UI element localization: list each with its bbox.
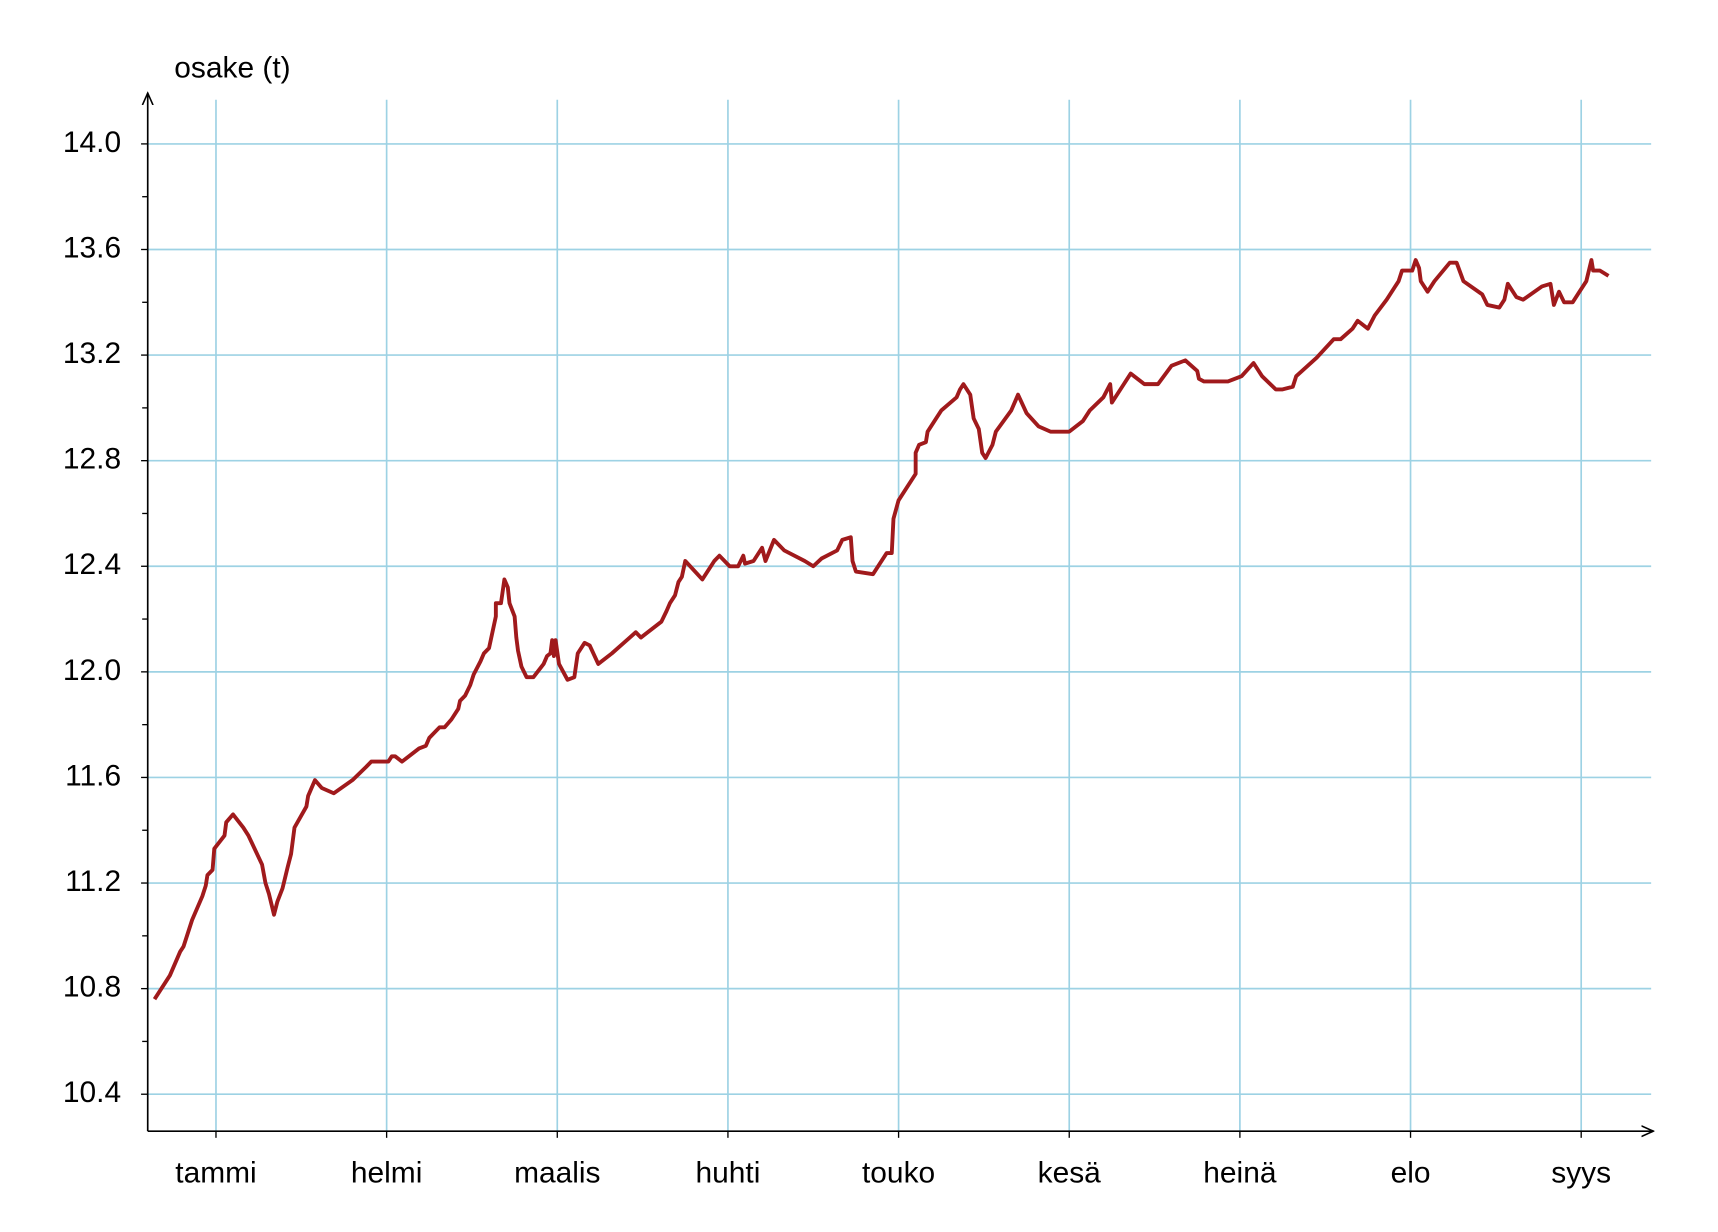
y-tick-label: 11.2 [65,865,121,898]
y-tick-label: 12.0 [63,654,121,687]
x-tick-label: helmi [351,1156,422,1189]
line [152,258,1610,1001]
x-tick-label: heinä [1203,1156,1277,1189]
plot [152,258,1610,1001]
x-tick-label: huhti [696,1156,761,1189]
x-tick-label: elo [1391,1156,1431,1189]
x-tick-label: tammi [175,1156,256,1189]
y-tick-label: 12.8 [63,443,121,476]
x-tick-label: kesä [1038,1156,1102,1189]
y-tick-label: 13.2 [63,337,121,370]
y-tick-label: 10.8 [63,971,121,1004]
x-tick-label: syys [1551,1156,1611,1189]
x-tick-label: maalis [514,1156,600,1189]
y-tick-label: 14.0 [63,126,121,159]
grid [147,99,1652,1132]
y-axis-label: osake (t) [174,52,290,85]
y-tick-label: 11.6 [65,759,121,792]
y-tick-label: 10.4 [63,1076,121,1109]
x-tick-label: touko [862,1156,935,1189]
y-tick-label: 13.6 [63,231,121,264]
ticks: 10.4 10.8 11.2 11.6 12.0 12.4 12.8 13.2 13.6 14.0… [63,126,1611,1189]
y-tick-label: 12.4 [63,548,121,581]
